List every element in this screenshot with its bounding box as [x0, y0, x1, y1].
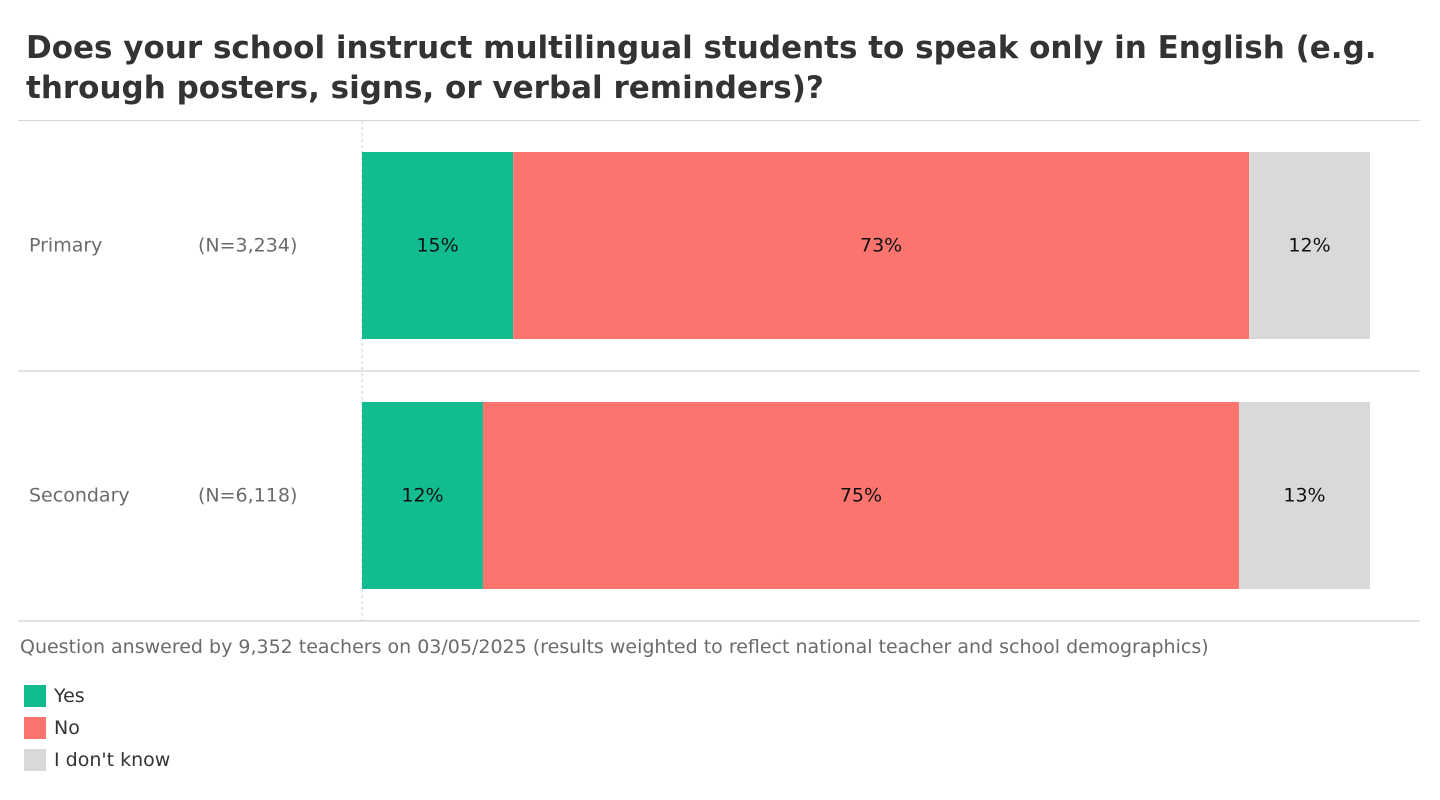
- legend-item: No: [24, 712, 170, 744]
- category-sample-size: (N=6,118): [198, 485, 297, 507]
- category-label: Primary: [29, 235, 102, 257]
- data-label: 75%: [840, 485, 882, 507]
- legend-label: I don't know: [54, 749, 171, 771]
- legend-swatch: [24, 717, 46, 739]
- bar-segment: [362, 152, 514, 339]
- data-label: 15%: [416, 235, 458, 257]
- bar-segment: [513, 152, 1250, 339]
- bar-segment: [1238, 402, 1370, 589]
- stacked-bar-chart: Primary (N=3,234) Secondary (N=6,118) 15% 73…: [18, 120, 1420, 622]
- legend-label: Yes: [54, 685, 85, 707]
- data-label: 12%: [1288, 235, 1330, 257]
- category-sample-size: (N=3,234): [198, 235, 297, 257]
- data-label: 73%: [860, 235, 902, 257]
- bar-segment: [1249, 152, 1370, 339]
- category-labels: Primary (N=3,234) Secondary (N=6,118): [29, 235, 297, 507]
- chart-footnote: Question answered by 9,352 teachers on 0…: [20, 636, 1209, 658]
- legend-swatch: [24, 685, 46, 707]
- category-label: Secondary: [29, 485, 130, 507]
- chart-title: Does your school instruct multilingual s…: [26, 30, 1377, 106]
- segment-labels: 15% 73% 12% 12% 75% 13%: [401, 235, 1330, 507]
- bars: [362, 152, 1370, 589]
- legend-label: No: [54, 717, 80, 739]
- legend-item: Yes: [24, 680, 170, 712]
- bar-segment: [482, 402, 1239, 589]
- legend-item: I don't know: [24, 744, 170, 776]
- bar-segment: [362, 402, 483, 589]
- data-label: 12%: [401, 485, 443, 507]
- legend-swatch: [24, 749, 46, 771]
- data-label: 13%: [1283, 485, 1325, 507]
- legend: Yes No I don't know: [24, 680, 170, 776]
